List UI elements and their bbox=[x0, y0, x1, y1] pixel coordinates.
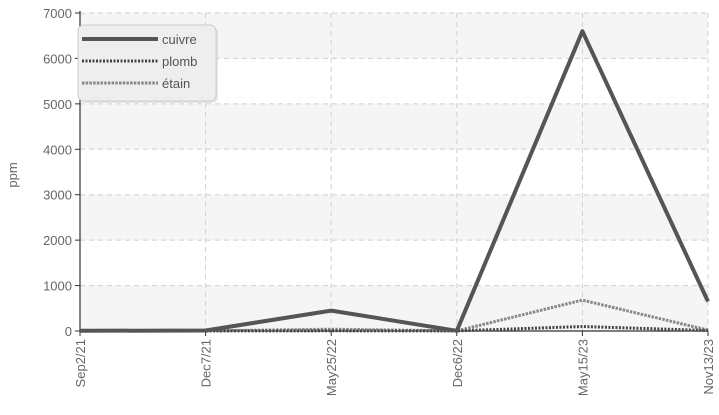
y-tick-label: 3000 bbox=[43, 188, 72, 203]
x-tick-label: Dec6/22 bbox=[450, 339, 465, 387]
series-line-plomb bbox=[80, 325, 709, 333]
y-tick-label: 2000 bbox=[43, 233, 72, 248]
x-tick-label: May25/22 bbox=[324, 339, 339, 396]
y-tick-labels: 0 1000 2000 3000 4000 5000 6000 7000 bbox=[43, 6, 72, 339]
legend-label-cuivre: cuivre bbox=[162, 32, 197, 47]
x-tick-label: Nov13/23 bbox=[701, 339, 716, 395]
series-line-cuivre bbox=[79, 29, 710, 333]
band bbox=[80, 103, 708, 150]
x-tick-label: May15/23 bbox=[575, 339, 590, 396]
y-tick-label: 7000 bbox=[43, 6, 72, 21]
y-tick-label: 0 bbox=[65, 324, 72, 339]
band bbox=[80, 285, 708, 331]
x-tick-label: Sep2/21 bbox=[73, 339, 88, 387]
grid-lines bbox=[79, 12, 709, 331]
legend-label-étain: étain bbox=[162, 76, 190, 91]
y-tick-label: 5000 bbox=[43, 97, 72, 112]
legend: cuivre plomb étain bbox=[77, 24, 218, 103]
series-lines bbox=[79, 29, 710, 333]
x-tick-label: Dec7/21 bbox=[199, 339, 214, 387]
y-tick-label: 6000 bbox=[43, 51, 72, 66]
y-axis-label: ppm bbox=[5, 162, 20, 187]
y-tick-label: 1000 bbox=[43, 279, 72, 294]
band bbox=[80, 194, 708, 241]
x-tick-labels: Sep2/21 Dec7/21 May25/22 Dec6/22 May15/23 Nov… bbox=[73, 339, 716, 396]
legend-label-plomb: plomb bbox=[162, 54, 197, 69]
y-tick-label: 4000 bbox=[43, 142, 72, 157]
